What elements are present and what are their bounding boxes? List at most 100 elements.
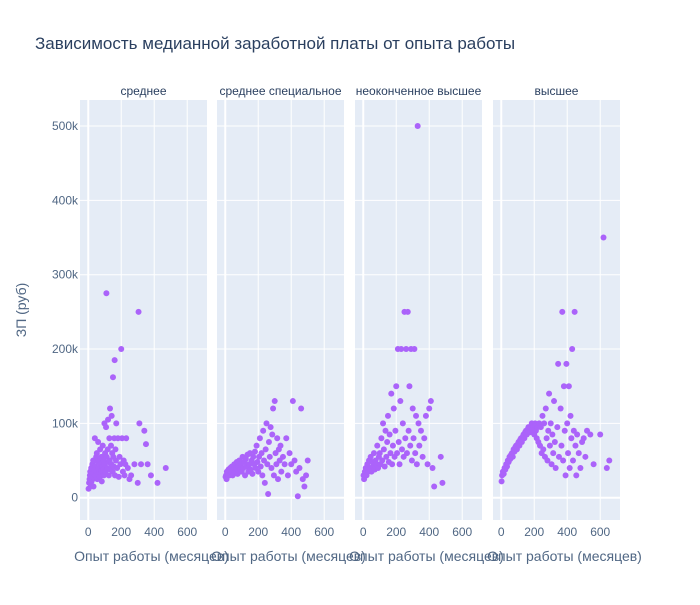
- data-point: [98, 478, 105, 485]
- data-point: [406, 383, 413, 390]
- data-point: [105, 472, 112, 479]
- data-point: [558, 442, 565, 449]
- data-point: [413, 412, 420, 419]
- data-point: [414, 123, 421, 130]
- data-point: [422, 412, 429, 419]
- data-point: [397, 398, 404, 405]
- x-tick-label: 600: [452, 525, 472, 539]
- facet-title: высшее: [535, 84, 579, 98]
- data-point: [404, 308, 411, 315]
- data-point: [542, 405, 549, 412]
- data-point: [402, 435, 409, 442]
- data-point: [99, 442, 106, 449]
- data-point: [389, 461, 396, 468]
- x-axis-title: Опыт работы (месяцев): [74, 548, 229, 564]
- data-point: [408, 457, 415, 464]
- data-point: [403, 346, 410, 353]
- data-point: [415, 420, 422, 427]
- data-point: [424, 461, 431, 468]
- data-point: [582, 453, 589, 460]
- data-point: [283, 435, 290, 442]
- data-point: [572, 442, 579, 449]
- data-point: [543, 435, 550, 442]
- data-point: [284, 472, 291, 479]
- x-tick-label: 600: [177, 525, 197, 539]
- data-point: [560, 383, 567, 390]
- x-tick-label: 600: [590, 525, 610, 539]
- data-point: [603, 464, 610, 471]
- data-point: [271, 398, 278, 405]
- data-point: [398, 346, 405, 353]
- data-point: [108, 442, 115, 449]
- data-point: [378, 435, 385, 442]
- data-point: [261, 479, 268, 486]
- data-point: [540, 446, 547, 453]
- data-point: [564, 420, 571, 427]
- data-point: [409, 405, 416, 412]
- data-point: [427, 398, 434, 405]
- data-point: [118, 346, 125, 353]
- data-point: [399, 446, 406, 453]
- data-point: [381, 463, 388, 470]
- data-point: [545, 427, 552, 434]
- data-point: [262, 446, 269, 453]
- data-point: [267, 424, 274, 431]
- data-point: [258, 450, 265, 457]
- data-point: [250, 453, 257, 460]
- data-point: [429, 464, 436, 471]
- chart-title: Зависимость медианной заработной платы о…: [35, 34, 516, 53]
- x-tick-label: 0: [360, 525, 367, 539]
- x-axis-title: Опыт работы (месяцев): [487, 548, 642, 564]
- data-point: [289, 398, 296, 405]
- data-point: [142, 441, 149, 448]
- data-point: [590, 461, 597, 468]
- data-point: [555, 360, 562, 367]
- data-point: [107, 405, 114, 412]
- data-point: [106, 435, 113, 442]
- x-tick-label: 200: [248, 525, 268, 539]
- data-point: [412, 450, 419, 457]
- data-point: [111, 357, 118, 364]
- data-point: [567, 412, 574, 419]
- data-point: [115, 473, 122, 480]
- data-point: [566, 464, 573, 471]
- data-point: [544, 457, 551, 464]
- data-point: [388, 390, 395, 397]
- data-point: [597, 431, 604, 438]
- data-point: [565, 450, 572, 457]
- data-point: [103, 290, 110, 297]
- data-point: [374, 442, 381, 449]
- data-point: [390, 405, 397, 412]
- data-point: [379, 457, 386, 464]
- data-point: [547, 420, 554, 427]
- data-point: [134, 479, 141, 486]
- data-point: [546, 390, 553, 397]
- data-point: [270, 405, 277, 412]
- data-point: [108, 412, 115, 419]
- data-point: [270, 472, 277, 479]
- x-tick-label: 0: [498, 525, 505, 539]
- data-point: [587, 431, 594, 438]
- data-point: [380, 446, 387, 453]
- data-point: [253, 442, 260, 449]
- x-tick-label: 200: [386, 525, 406, 539]
- data-point: [549, 431, 556, 438]
- data-point: [301, 483, 308, 490]
- data-point: [304, 457, 311, 464]
- data-point: [541, 420, 548, 427]
- data-point: [256, 435, 263, 442]
- data-point: [162, 464, 169, 471]
- data-point: [128, 472, 135, 479]
- x-tick-label: 400: [144, 525, 164, 539]
- y-tick-label: 0: [71, 491, 78, 505]
- data-point: [569, 457, 576, 464]
- x-tick-label: 400: [281, 525, 301, 539]
- facet-panel: [493, 100, 620, 520]
- data-point: [384, 412, 391, 419]
- data-point: [569, 346, 576, 353]
- data-point: [498, 478, 505, 485]
- data-point: [109, 374, 116, 381]
- facet-title: среднее специальное: [219, 84, 341, 98]
- facet-panel: [80, 100, 207, 520]
